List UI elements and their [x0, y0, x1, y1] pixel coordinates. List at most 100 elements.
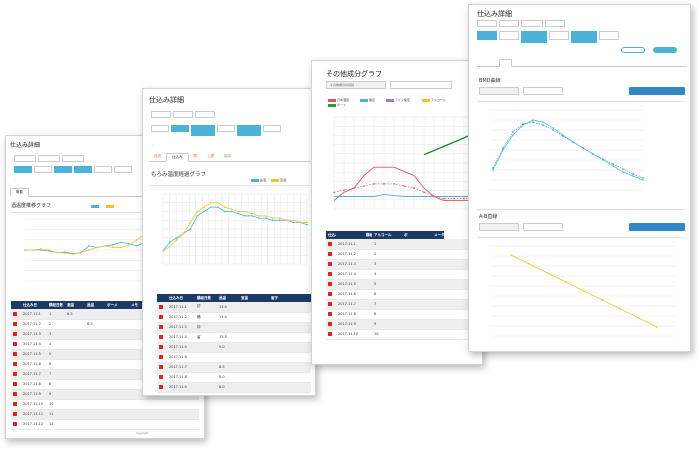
- screen-4-tab-2[interactable]: [488, 59, 499, 66]
- row-checkbox-icon[interactable]: [13, 362, 17, 366]
- row-checkbox-icon[interactable]: [159, 304, 163, 309]
- screen-1-btn-4[interactable]: [14, 166, 32, 173]
- screen-2-btn-8[interactable]: [237, 125, 261, 136]
- table-row[interactable]: 2017.11.8 8.0: [157, 372, 311, 383]
- table-row[interactable]: 2017.11.6 6: [326, 289, 480, 300]
- row-checkbox-icon[interactable]: [328, 272, 332, 276]
- table-row[interactable]: 2017.11.7 7: [326, 299, 480, 310]
- row-checkbox-icon[interactable]: [328, 312, 332, 316]
- table-row[interactable]: 2017.11.5 5: [326, 279, 480, 290]
- screen-2-btn-1[interactable]: [151, 111, 171, 118]
- screen-2-tab-3[interactable]: 醪: [193, 154, 198, 158]
- screen-1-tab-5[interactable]: [62, 188, 73, 196]
- row-checkbox-icon[interactable]: [159, 325, 163, 329]
- screen-4-btn-5[interactable]: [477, 31, 497, 40]
- screen-4-tab-3[interactable]: [499, 59, 513, 67]
- screen-4-tab-1[interactable]: [477, 59, 488, 66]
- row-checkbox-icon[interactable]: [328, 282, 332, 286]
- screen-4-action-btn-2[interactable]: [629, 223, 685, 231]
- table-row[interactable]: 2017.11.6: [157, 352, 311, 363]
- table-row[interactable]: 2017.11.9 8.0: [157, 382, 311, 393]
- row-checkbox-icon[interactable]: [328, 262, 332, 266]
- screen-4-btn-7[interactable]: [521, 31, 547, 43]
- screen-2-tab-2[interactable]: 仕込み: [166, 153, 189, 162]
- screen-2-tab-1[interactable]: 経過: [154, 154, 161, 158]
- screen-2-btn-5[interactable]: [171, 125, 189, 132]
- screen-4-btn-9[interactable]: [571, 31, 597, 43]
- table-row[interactable]: 2017.11.5 9.0: [157, 342, 311, 353]
- screen-4-btn-2[interactable]: [499, 20, 519, 27]
- screen-4-action-btn-1[interactable]: [629, 87, 685, 95]
- screen-4-btn-6[interactable]: [499, 31, 519, 40]
- screen-4-select-1[interactable]: [523, 87, 563, 95]
- row-checkbox-icon[interactable]: [13, 332, 17, 336]
- screen-2-tab-5[interactable]: 製成: [224, 154, 231, 158]
- row-checkbox-icon[interactable]: [159, 355, 163, 359]
- row-checkbox-icon[interactable]: [13, 412, 17, 416]
- screen-4-round-btn-2[interactable]: [653, 47, 677, 53]
- screen-2-btn-4[interactable]: [151, 125, 169, 132]
- row-checkbox-icon[interactable]: [328, 332, 332, 336]
- table-row[interactable]: 2017.11.7 8.5: [157, 362, 311, 373]
- screen-1-btn-1[interactable]: [14, 155, 36, 162]
- row-checkbox-icon[interactable]: [13, 402, 17, 406]
- screen-1-btn-5[interactable]: [34, 166, 52, 173]
- screen-1-tab-2[interactable]: [29, 188, 40, 196]
- screen-4-btn-4[interactable]: [545, 20, 565, 27]
- row-checkbox-icon[interactable]: [13, 372, 17, 376]
- table-row[interactable]: 2017.11.4 留 13.5: [157, 332, 311, 343]
- screen-1-tab-4[interactable]: [51, 188, 62, 196]
- screen-1-tab-3[interactable]: [40, 188, 51, 196]
- screen-4-select-2[interactable]: [523, 223, 563, 231]
- screen-2-btn-3[interactable]: [195, 111, 215, 118]
- screen-4-btn-1[interactable]: [477, 20, 497, 27]
- row-checkbox-icon[interactable]: [159, 315, 163, 319]
- table-row[interactable]: 2017.11.8 8: [326, 309, 480, 320]
- table-row[interactable]: 2017.11.12 12: [11, 419, 199, 430]
- table-row[interactable]: 2017.11.9 9: [326, 319, 480, 330]
- screen-1-btn-2[interactable]: [38, 155, 60, 162]
- row-checkbox-icon[interactable]: [13, 352, 17, 356]
- table-row[interactable]: 2017.11.1 初 13.0: [157, 302, 311, 313]
- row-checkbox-icon[interactable]: [13, 322, 17, 326]
- screen-1-btn-8[interactable]: [94, 166, 112, 173]
- screen-1-btn-6[interactable]: [54, 166, 72, 173]
- table-row[interactable]: 2017.11.2 2: [326, 249, 480, 260]
- screen-4-btn-8[interactable]: [549, 31, 569, 40]
- screen-1-btn-3[interactable]: [62, 155, 84, 162]
- row-checkbox-icon[interactable]: [13, 392, 17, 396]
- table-row[interactable]: 2017.11.10 10: [11, 399, 199, 410]
- screen-2-btn-9[interactable]: [263, 125, 281, 132]
- table-row[interactable]: 2017.11.10 10: [326, 329, 480, 340]
- row-checkbox-icon[interactable]: [159, 385, 163, 389]
- screen-2-btn-6[interactable]: [191, 125, 215, 136]
- row-checkbox-icon[interactable]: [159, 375, 163, 379]
- row-checkbox-icon[interactable]: [328, 252, 332, 256]
- screen-4-btn-3[interactable]: [521, 20, 543, 27]
- row-checkbox-icon[interactable]: [13, 382, 17, 386]
- screen-1-btn-7[interactable]: [74, 166, 92, 173]
- screen-2-tab-4[interactable]: 上槽: [207, 154, 214, 158]
- table-row[interactable]: 2017.11.4 4: [326, 269, 480, 280]
- table-row[interactable]: 2017.11.11 11: [11, 409, 199, 420]
- row-checkbox-icon[interactable]: [13, 311, 17, 316]
- table-row[interactable]: 2017.11.3 3: [326, 259, 480, 270]
- screen-2-btn-7[interactable]: [217, 125, 235, 132]
- screen-4-round-btn-1[interactable]: [621, 47, 645, 53]
- row-checkbox-icon[interactable]: [159, 345, 163, 349]
- row-checkbox-icon[interactable]: [328, 322, 332, 326]
- row-checkbox-icon[interactable]: [159, 365, 163, 369]
- table-row[interactable]: 2017.11.2 踊 13.0: [157, 312, 311, 323]
- screen-1-btn-9[interactable]: [114, 166, 132, 173]
- screen-3-select[interactable]: [390, 81, 452, 89]
- screen-2-btn-2[interactable]: [173, 111, 193, 118]
- row-checkbox-icon[interactable]: [13, 422, 17, 426]
- table-row[interactable]: 2017.11.1 1: [326, 239, 480, 250]
- screen-4-tab-4[interactable]: [512, 59, 523, 66]
- screen-1-tab-1[interactable]: 概要: [10, 188, 29, 197]
- table-row[interactable]: 2017.11.3 仲: [157, 322, 311, 333]
- row-checkbox-icon[interactable]: [159, 335, 163, 339]
- row-checkbox-icon[interactable]: [13, 342, 17, 346]
- screen-4-tab-5[interactable]: [524, 59, 535, 66]
- row-checkbox-icon[interactable]: [328, 292, 332, 296]
